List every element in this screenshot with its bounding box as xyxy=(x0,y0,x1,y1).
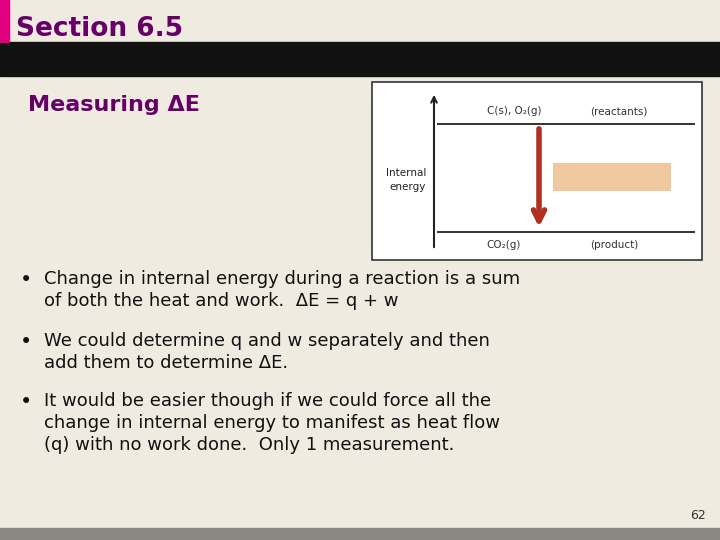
Text: It would be easier though if we could force all the: It would be easier though if we could fo… xyxy=(44,392,491,410)
Bar xyxy=(553,163,671,191)
Text: (reactants): (reactants) xyxy=(590,106,648,116)
Text: Change in internal energy during a reaction is a sum: Change in internal energy during a react… xyxy=(44,270,520,288)
Bar xyxy=(0,528,720,540)
Text: (product): (product) xyxy=(590,240,638,250)
Text: Section 6.5: Section 6.5 xyxy=(16,16,183,42)
Text: Measuring ΔE: Measuring ΔE xyxy=(28,95,200,115)
Text: •: • xyxy=(20,332,32,352)
Text: •: • xyxy=(20,392,32,412)
Text: add them to determine ΔE.: add them to determine ΔE. xyxy=(44,354,288,372)
Text: We could determine q and w separately and then: We could determine q and w separately an… xyxy=(44,332,490,350)
Bar xyxy=(372,82,702,260)
Text: Internal
energy: Internal energy xyxy=(386,168,426,192)
Text: Measuring ΔE for Chemical Reactions:  Constant-Volume Calorimetry: Measuring ΔE for Chemical Reactions: Con… xyxy=(4,51,572,66)
Text: change in internal energy to manifest as heat flow: change in internal energy to manifest as… xyxy=(44,414,500,432)
Text: •: • xyxy=(20,270,32,290)
Text: Δᴇ < 0 (negative): Δᴇ < 0 (negative) xyxy=(567,172,657,182)
Text: of both the heat and work.  ΔE = q + w: of both the heat and work. ΔE = q + w xyxy=(44,292,398,310)
Text: (q) with no work done.  Only 1 measurement.: (q) with no work done. Only 1 measuremen… xyxy=(44,436,454,454)
Text: CO₂(g): CO₂(g) xyxy=(487,240,521,250)
Bar xyxy=(0,0,9,42)
Bar xyxy=(0,42,720,76)
Text: 62: 62 xyxy=(690,509,706,522)
Text: C(s), O₂(g): C(s), O₂(g) xyxy=(487,106,541,116)
